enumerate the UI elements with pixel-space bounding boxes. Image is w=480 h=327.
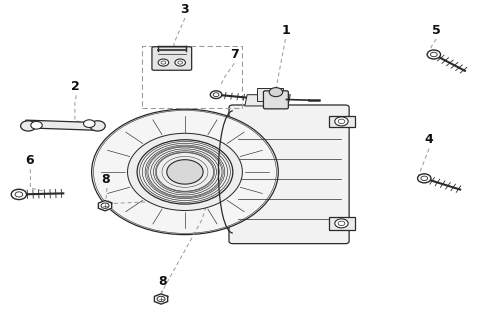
Text: 6: 6 xyxy=(25,154,34,167)
Circle shape xyxy=(335,117,348,126)
Circle shape xyxy=(210,91,222,98)
Text: 4: 4 xyxy=(425,133,433,146)
Circle shape xyxy=(167,160,203,184)
Text: 3: 3 xyxy=(180,3,189,16)
Circle shape xyxy=(335,219,348,228)
Text: 2: 2 xyxy=(71,80,79,94)
Text: 8: 8 xyxy=(158,275,167,288)
Circle shape xyxy=(427,50,441,59)
Circle shape xyxy=(158,59,168,66)
Circle shape xyxy=(90,121,105,131)
Text: 1: 1 xyxy=(281,25,290,37)
Circle shape xyxy=(418,174,431,183)
Polygon shape xyxy=(155,294,168,304)
Circle shape xyxy=(31,121,42,129)
Text: 7: 7 xyxy=(230,48,239,61)
Text: 8: 8 xyxy=(102,173,110,186)
Polygon shape xyxy=(245,95,290,106)
Circle shape xyxy=(175,59,185,66)
FancyBboxPatch shape xyxy=(264,91,288,109)
Polygon shape xyxy=(98,200,112,211)
Polygon shape xyxy=(26,120,100,130)
FancyBboxPatch shape xyxy=(152,47,192,70)
Circle shape xyxy=(84,120,95,128)
Circle shape xyxy=(21,121,36,131)
Polygon shape xyxy=(257,88,283,101)
FancyBboxPatch shape xyxy=(229,105,349,244)
Polygon shape xyxy=(328,217,355,230)
Circle shape xyxy=(92,109,278,235)
Polygon shape xyxy=(328,116,355,127)
Circle shape xyxy=(128,133,242,211)
Circle shape xyxy=(269,88,283,97)
Circle shape xyxy=(11,189,26,199)
Text: 5: 5 xyxy=(432,24,441,37)
